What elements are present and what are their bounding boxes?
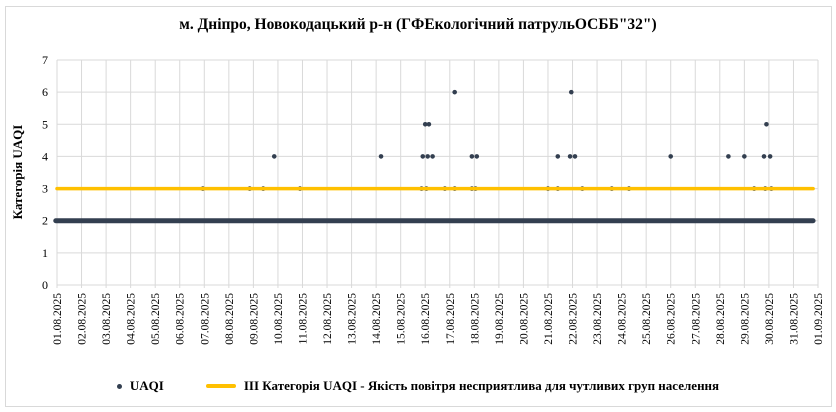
x-tick-label: 27.08.2025 [690, 293, 702, 345]
uaqi-point [474, 154, 480, 159]
x-tick-label: 29.08.2025 [739, 293, 751, 345]
uaqi-point [469, 154, 475, 159]
x-tick-label: 19.08.2025 [494, 293, 506, 345]
x-tick-label: 01.09.2025 [813, 293, 825, 345]
uaqi-point [422, 121, 428, 127]
uaqi-point [761, 154, 767, 159]
x-tick-label: 07.08.2025 [199, 293, 211, 345]
x-tick-label: 04.08.2025 [126, 293, 138, 345]
uaqi-point [452, 89, 457, 95]
legend-label-uaqi: UAQI [129, 378, 164, 393]
x-tick-label: 16.08.2025 [420, 293, 432, 345]
x-tick-label: 15.08.2025 [396, 293, 408, 345]
x-tick-label: 23.08.2025 [592, 293, 604, 345]
x-tick-label: 21.08.2025 [543, 293, 555, 345]
uaqi-point [567, 154, 573, 159]
x-tick-label: 18.08.2025 [469, 293, 481, 345]
y-tick-label: 5 [42, 117, 48, 131]
x-tick-label: 12.08.2025 [322, 293, 334, 345]
uaqi-point [425, 154, 430, 159]
y-tick-label: 6 [42, 85, 48, 99]
x-tick-label: 02.08.2025 [77, 293, 89, 345]
uaqi-point [420, 154, 426, 159]
x-tick-label: 06.08.2025 [175, 293, 187, 345]
legend: UAQI ІІІ Категорія UAQI - Якість повітря… [0, 378, 836, 394]
uaqi-point [726, 154, 731, 159]
legend-item-uaqi: UAQI [116, 378, 164, 394]
uaqi-point [430, 154, 435, 159]
y-tick-label: 0 [42, 278, 48, 292]
uaqi-point [767, 154, 773, 159]
uaqi-point [378, 154, 384, 159]
uaqi-point [764, 121, 769, 127]
legend-item-threshold: ІІІ Категорія UAQI - Якість повітря несп… [205, 378, 720, 394]
uaqi-point [271, 154, 277, 159]
x-tick-label: 22.08.2025 [568, 293, 580, 345]
x-tick-label: 20.08.2025 [518, 293, 530, 345]
chart-border [5, 6, 832, 407]
uaqi-point [668, 154, 674, 159]
x-tick-label: 31.08.2025 [788, 293, 800, 345]
x-tick-label: 05.08.2025 [150, 293, 162, 345]
x-tick-label: 01.08.2025 [52, 293, 64, 345]
y-tick-label: 7 [42, 53, 48, 67]
y-tick-label: 1 [42, 246, 48, 260]
uaqi-point [742, 154, 747, 159]
legend-label-threshold: ІІІ Категорія UAQI - Якість повітря несп… [243, 378, 720, 393]
x-tick-label: 25.08.2025 [641, 293, 653, 345]
chart-title: м. Дніпро, Новокодацький р-н (ГФЕкологіч… [179, 16, 657, 33]
uaqi-dot-marker-icon [116, 383, 122, 389]
uaqi-point [426, 121, 432, 127]
x-tick-label: 14.08.2025 [371, 293, 383, 345]
x-tick-label: 26.08.2025 [666, 293, 678, 345]
uaqi-point [555, 154, 561, 159]
threshold-line-marker-icon [205, 384, 236, 388]
y-tick-label: 4 [42, 149, 48, 163]
x-tick-label: 11.08.2025 [297, 293, 309, 345]
uaqi-point [572, 154, 578, 159]
x-tick-label: 08.08.2025 [224, 293, 236, 345]
x-tick-label: 28.08.2025 [715, 293, 727, 345]
y-tick-label: 3 [42, 182, 48, 196]
x-tick-label: 30.08.2025 [764, 293, 776, 345]
x-tick-label: 24.08.2025 [617, 293, 629, 345]
x-tick-label: 09.08.2025 [248, 293, 260, 345]
x-tick-label: 03.08.2025 [101, 293, 113, 345]
uaqi-point [568, 89, 574, 95]
x-tick-label: 17.08.2025 [445, 293, 457, 345]
x-tick-label: 13.08.2025 [347, 293, 359, 345]
y-tick-label: 2 [42, 214, 48, 228]
x-tick-label: 10.08.2025 [273, 293, 285, 345]
